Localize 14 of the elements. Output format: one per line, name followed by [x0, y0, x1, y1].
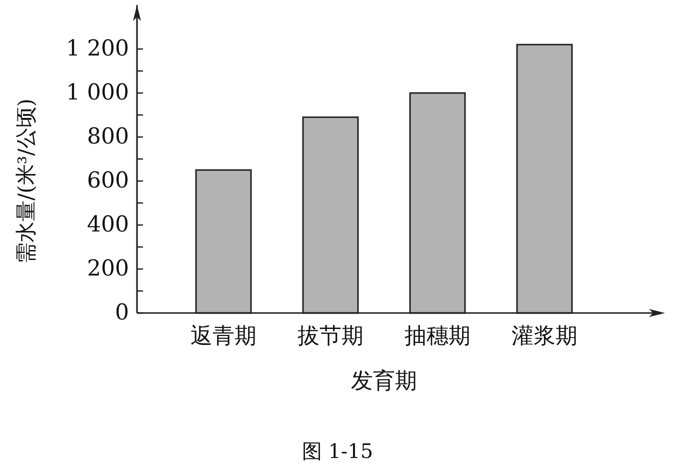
x-tick-label: 抽穗期 [404, 324, 470, 349]
x-axis-title: 发育期 [351, 368, 417, 394]
y-tick-label: 0 [115, 300, 129, 326]
x-tick-label: 返青期 [190, 324, 256, 349]
y-tick-label: 200 [87, 256, 129, 282]
y-tick-label: 800 [87, 124, 129, 150]
y-axis-title: 需水量/(米³/公顷) [14, 98, 38, 264]
y-tick-label: 1 000 [66, 80, 129, 106]
y-tick-label: 600 [87, 168, 129, 194]
caption: 图 1-15 [302, 439, 374, 463]
y-tick-label: 1 200 [66, 36, 129, 62]
x-tick-label: 拔节期 [298, 324, 364, 349]
x-tick-label: 灌浆期 [512, 324, 578, 349]
y-tick-label: 400 [87, 212, 129, 238]
